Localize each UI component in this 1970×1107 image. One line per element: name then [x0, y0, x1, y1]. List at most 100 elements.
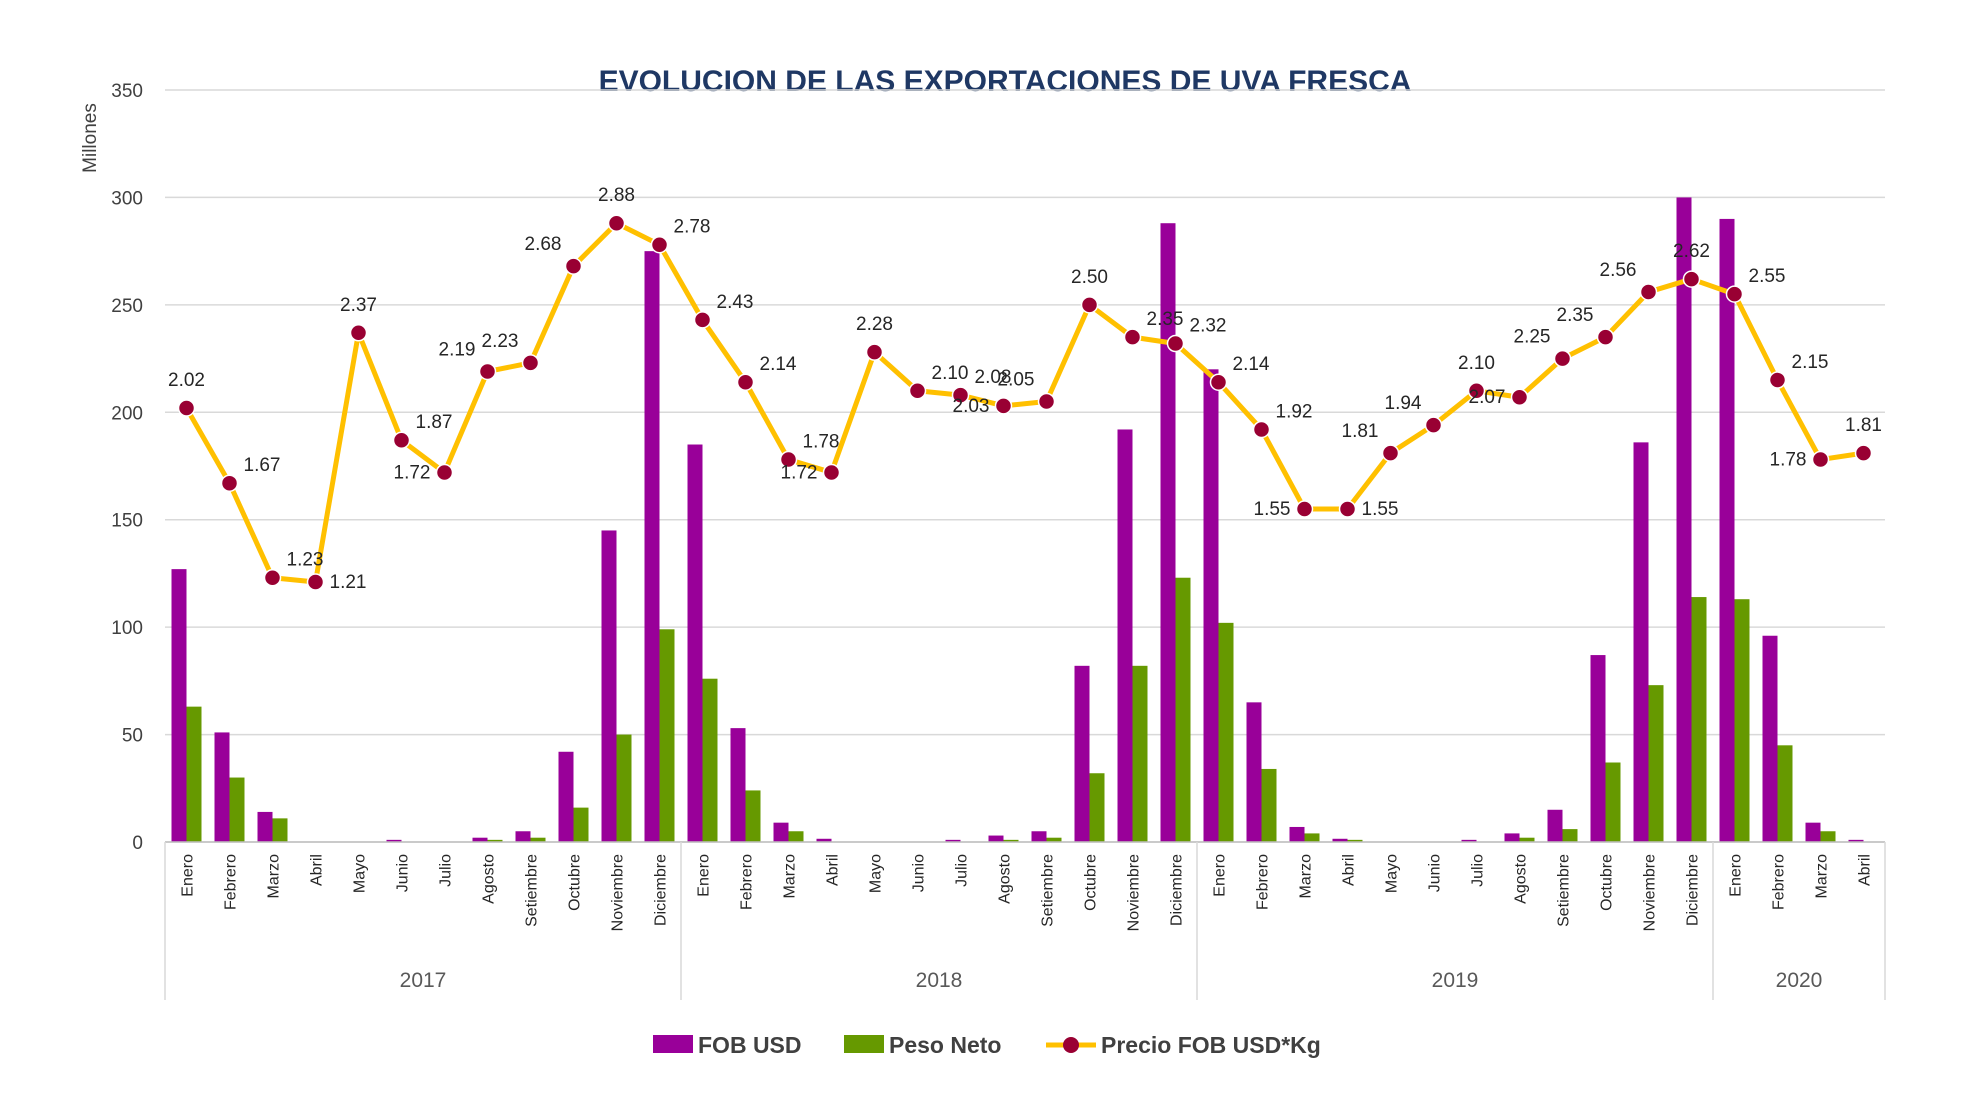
bar-fob-usd	[601, 530, 617, 842]
y-axis-ticks: 0 50 100 150 200 250 300 350	[111, 81, 143, 854]
legend-label-price: Precio FOB USD*Kg	[1101, 1032, 1321, 1058]
bar-fob-usd	[644, 251, 660, 843]
bar-fob-usd	[945, 839, 961, 842]
bar-fob-usd	[730, 728, 746, 842]
x-axis: Enero Febrero Marzo Abril Mayo Junio Julio Agos…	[164, 841, 1886, 1000]
bar-peso-neto	[745, 790, 761, 842]
x-tick-label: Enero	[1728, 854, 1745, 897]
x-tick-label: Junio	[1427, 854, 1444, 892]
price-point	[736, 373, 755, 391]
price-point	[478, 362, 497, 381]
price-data-label: 2.08	[975, 367, 1012, 388]
bar-fob-usd	[816, 838, 832, 842]
bar-fob-usd	[1461, 839, 1477, 842]
price-data-label: 1.94	[1385, 393, 1422, 414]
price-data-label: 1.78	[1770, 450, 1807, 471]
bar-peso-neto	[487, 839, 503, 842]
price-data-label: 2.10	[932, 363, 969, 384]
bar-peso-neto	[530, 837, 546, 842]
x-tick-label: Marzo	[1298, 854, 1315, 899]
gridlines	[165, 89, 1885, 843]
price-point	[1166, 334, 1185, 353]
bar-fob-usd	[1676, 197, 1692, 842]
x-tick-label: Mayo	[1384, 854, 1401, 893]
x-year-label: 2020	[1776, 969, 1823, 992]
bar-fob-usd	[1633, 442, 1649, 842]
price-data-label: 1.81	[1342, 421, 1379, 442]
y-axis-unit-label: Millones	[80, 103, 101, 173]
price-point	[306, 573, 325, 591]
x-tick-label: Junio	[395, 854, 412, 892]
price-data-label: 2.15	[1792, 352, 1829, 373]
price-data-label: 1.81	[1845, 415, 1882, 436]
price-point	[1252, 420, 1271, 439]
price-data-label: 2.43	[717, 292, 754, 313]
bar-peso-neto	[1734, 599, 1750, 842]
price-point	[1295, 500, 1314, 518]
bar-peso-neto	[1648, 685, 1664, 842]
x-tick-label: Octubre	[567, 854, 584, 911]
x-tick-label: Diciembre	[1169, 854, 1186, 926]
legend-swatch-fob-usd	[653, 1035, 693, 1053]
price-line-path	[184, 220, 1864, 585]
price-point	[1467, 382, 1486, 400]
price-data-label: 2.07	[1469, 387, 1506, 408]
bar-peso-neto	[573, 807, 589, 842]
price-data-label: 1.55	[1362, 499, 1399, 520]
price-point	[220, 474, 239, 492]
y-tick-label: 0	[132, 833, 143, 854]
x-tick-label: Julio	[1470, 854, 1487, 887]
x-tick-label: Abril	[309, 854, 326, 886]
price-data-label: 1.87	[416, 412, 453, 433]
legend: FOB USD Peso Neto Precio FOB USD*Kg	[653, 1032, 1321, 1058]
bar-peso-neto	[1519, 837, 1535, 842]
x-tick-label: Marzo	[782, 854, 799, 899]
bar-fob-usd	[515, 831, 531, 842]
x-tick-label: Enero	[696, 854, 713, 897]
price-data-label: 1.72	[781, 462, 818, 483]
price-data-label: 2.62	[1673, 241, 1710, 262]
price-data-label: 1.55	[1254, 499, 1291, 520]
price-point	[994, 397, 1013, 415]
x-tick-label: Noviembre	[1642, 854, 1659, 931]
price-point	[951, 386, 970, 404]
bar-fob-usd	[257, 811, 273, 842]
x-tick-label: Mayo	[352, 854, 369, 893]
bar-fob-usd	[1805, 822, 1821, 842]
bar-fob-usd	[1590, 655, 1606, 842]
price-data-label: 1.92	[1276, 401, 1313, 422]
price-point	[693, 311, 712, 329]
bar-peso-neto	[1132, 665, 1148, 842]
price-labels: 2.02 1.67 1.23 1.21 2.37 1.87 1.72 2.19 2.23 2.68…	[168, 185, 1882, 593]
price-data-label: 2.88	[598, 185, 635, 206]
bar-peso-neto	[1304, 833, 1320, 842]
bar-peso-neto	[788, 831, 804, 842]
price-data-label: 2.14	[1233, 354, 1270, 375]
x-tick-label: Junio	[911, 854, 928, 892]
x-tick-label: Abril	[825, 854, 842, 886]
price-point	[1553, 349, 1572, 368]
price-point	[607, 214, 626, 232]
x-tick-label: Marzo	[266, 854, 283, 899]
price-data-label: 2.68	[525, 234, 562, 255]
price-data-label: 2.56	[1600, 260, 1637, 281]
price-point	[564, 257, 583, 275]
bar-fob-usd	[1504, 833, 1520, 842]
price-data-label: 2.55	[1749, 266, 1786, 287]
bar-fob-usd	[214, 732, 230, 842]
x-tick-label: Enero	[180, 854, 197, 897]
bar-peso-neto	[229, 777, 245, 842]
bar-fob-usd	[558, 751, 574, 842]
x-tick-label: Diciembre	[653, 854, 670, 926]
price-data-label: 2.19	[439, 339, 476, 360]
price-data-label: 2.02	[168, 370, 205, 391]
legend-swatch-peso-neto	[844, 1035, 884, 1053]
price-point	[1725, 285, 1744, 303]
bar-fob-usd	[1246, 702, 1262, 842]
price-point	[521, 354, 540, 372]
bar-peso-neto	[1820, 831, 1836, 842]
price-data-label: 1.72	[394, 462, 431, 483]
price-point	[1080, 296, 1099, 314]
price-point	[392, 431, 411, 449]
bars	[171, 197, 1864, 843]
